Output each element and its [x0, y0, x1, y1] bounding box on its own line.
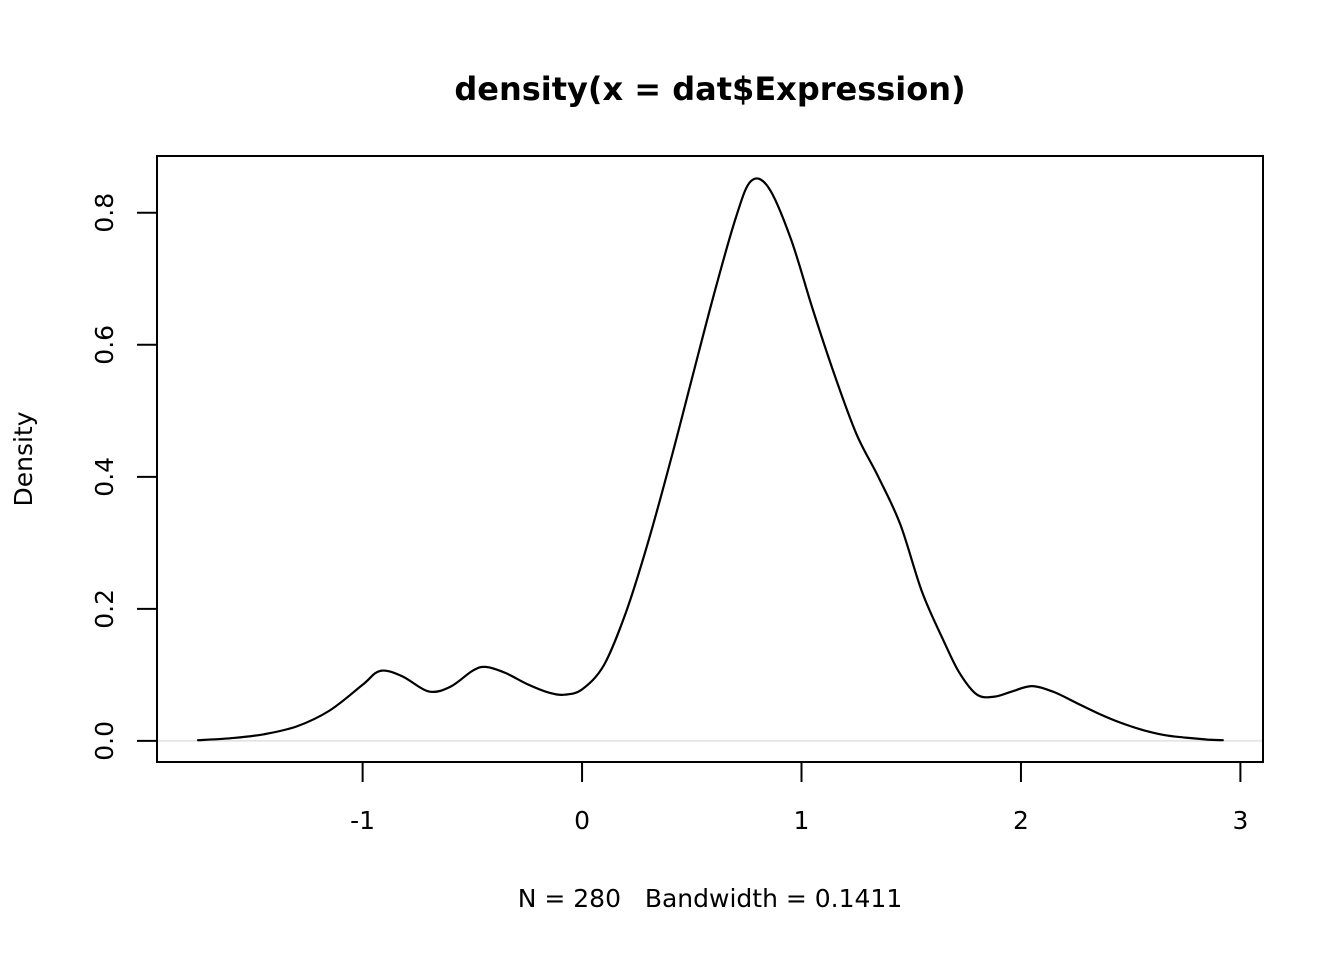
plot-title: density(x = dat$Expression): [454, 70, 965, 108]
y-axis-tick-label: 0.4: [90, 457, 119, 497]
x-axis: -1 0 1 2 3: [350, 762, 1248, 835]
x-axis-tick-label: 2: [1013, 806, 1029, 835]
y-axis: 0.0 0.2 0.4 0.6 0.8: [90, 193, 157, 761]
y-axis-tick-label: 0.6: [90, 325, 119, 365]
x-axis-tick-label: 3: [1232, 806, 1248, 835]
x-axis-caption: N = 280 Bandwidth = 0.1411: [518, 884, 903, 913]
y-axis-label: Density: [9, 411, 38, 506]
x-axis-tick-label: 1: [794, 806, 810, 835]
y-axis-tick-label: 0.0: [90, 721, 119, 761]
density-curve-group: [196, 177, 1224, 742]
plot-border-box: [156, 155, 1264, 763]
y-axis-tick-label: 0.2: [90, 589, 119, 629]
x-axis-tick-label: -1: [350, 806, 375, 835]
x-axis-tick-label: 0: [574, 806, 590, 835]
density-curve: [196, 177, 1224, 742]
y-axis-tick-label: 0.8: [90, 193, 119, 233]
